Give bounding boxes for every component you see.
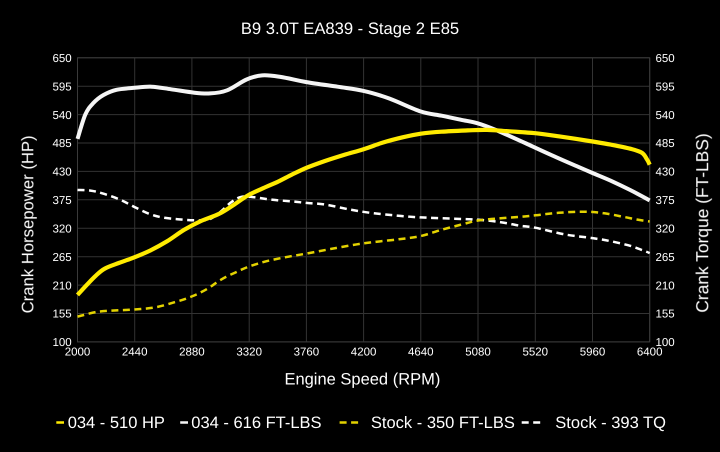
svg-text:100: 100 [53,337,72,349]
svg-text:540: 540 [656,110,675,122]
svg-text:3760: 3760 [294,347,320,359]
svg-text:265: 265 [53,252,72,264]
svg-text:320: 320 [53,224,72,236]
svg-text:155: 155 [53,309,72,321]
svg-text:5960: 5960 [580,347,606,359]
svg-text:430: 430 [53,167,72,179]
svg-text:210: 210 [656,280,675,292]
svg-text:430: 430 [656,167,675,179]
svg-text:4640: 4640 [408,347,434,359]
svg-text:540: 540 [53,110,72,122]
svg-text:Crank Torque (FT-LBS): Crank Torque (FT-LBS) [692,133,712,312]
svg-text:595: 595 [656,81,675,93]
svg-text:2440: 2440 [122,347,148,359]
svg-text:034 - 616 FT-LBS: 034 - 616 FT-LBS [191,414,321,432]
svg-text:210: 210 [53,280,72,292]
svg-text:375: 375 [53,195,72,207]
svg-text:3320: 3320 [236,347,262,359]
svg-text:5080: 5080 [465,347,491,359]
svg-text:034 - 510 HP: 034 - 510 HP [68,414,165,432]
svg-text:B9 3.0T EA839 - Stage 2 E85: B9 3.0T EA839 - Stage 2 E85 [241,19,459,38]
svg-text:595: 595 [53,81,72,93]
svg-text:100: 100 [656,337,675,349]
svg-text:Engine Speed (RPM): Engine Speed (RPM) [284,371,440,389]
svg-text:2000: 2000 [65,347,91,359]
svg-text:5520: 5520 [523,347,549,359]
svg-text:650: 650 [53,53,72,65]
svg-text:375: 375 [656,195,675,207]
svg-text:485: 485 [656,138,675,150]
svg-text:Stock - 393 TQ: Stock - 393 TQ [555,414,666,432]
svg-text:485: 485 [53,138,72,150]
svg-text:2880: 2880 [179,347,205,359]
svg-text:4200: 4200 [351,347,377,359]
svg-text:320: 320 [656,224,675,236]
svg-text:650: 650 [656,53,675,65]
svg-text:Stock - 350 FT-LBS: Stock - 350 FT-LBS [371,414,515,432]
svg-text:Crank Horsepower (HP): Crank Horsepower (HP) [18,135,37,313]
svg-text:155: 155 [656,309,675,321]
svg-text:265: 265 [656,252,675,264]
svg-text:6400: 6400 [637,347,663,359]
